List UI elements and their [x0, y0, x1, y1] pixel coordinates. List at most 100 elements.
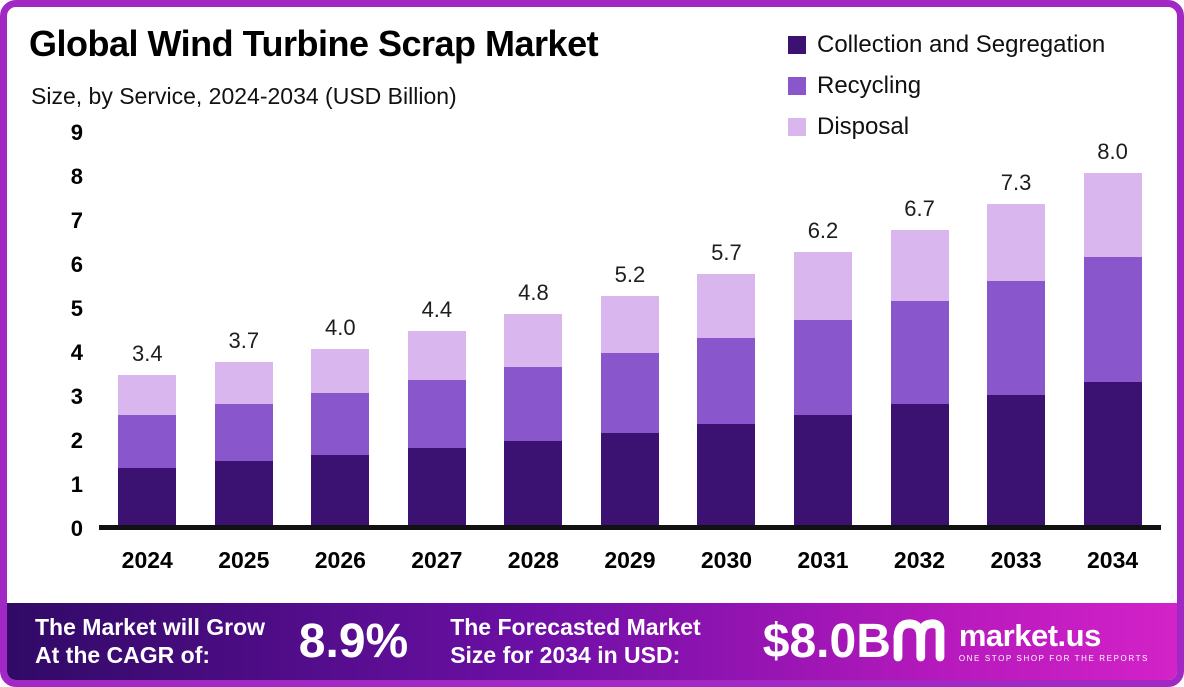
segment-recycling: [504, 366, 563, 442]
segment-disposal: [214, 362, 273, 405]
legend-label: Collection and Segregation: [817, 31, 1106, 58]
stacked-bar-chart: 0 1 2 3 4 5 6 7 8 9 3.4 3.7 4.0 4.4 4.8 5.2 5.7 6.2 6.7 7.…: [43, 120, 1165, 599]
x-label-2027: 2027: [411, 547, 463, 573]
segment-recycling: [311, 393, 370, 455]
plot-area: 3.4 3.7 4.0 4.4 4.8 5.2 5.7 6.2 6.7 7.3 8.0: [99, 129, 1161, 530]
segment-collection-and-segregation: [600, 432, 659, 525]
bar-value-label: 6.2: [807, 218, 839, 244]
segment-collection-and-segregation: [793, 415, 852, 525]
segment-recycling: [987, 280, 1046, 396]
segment-disposal: [600, 296, 659, 354]
legend-item: Disposal: [788, 113, 1105, 141]
segment-recycling: [890, 300, 949, 404]
forecast-value: $8.0B: [762, 615, 891, 668]
segment-disposal: [311, 349, 370, 394]
legend-item: Recycling: [788, 72, 1105, 100]
segment-collection-and-segregation: [697, 423, 756, 525]
bar-value-label: 4.4: [421, 297, 453, 323]
bar-value-label: 8.0: [1097, 139, 1128, 165]
legend: Collection and Segregation Recycling Dispo…: [788, 31, 1105, 141]
bar-2026: 4.0: [311, 315, 370, 525]
segment-disposal: [697, 274, 756, 339]
forecast-label: The Forecasted Market Size for 2034 in U…: [450, 614, 701, 668]
segment-collection-and-segregation: [1083, 382, 1142, 525]
segment-disposal: [793, 252, 852, 321]
segment-collection-and-segregation: [214, 461, 273, 525]
brand-tagline: ONE STOP SHOP FOR THE REPORTS: [958, 654, 1149, 663]
cagr-value: 8.9%: [298, 615, 409, 668]
x-axis: 2024 2025 2026 2027 2028 2029 2030 2031 2032 2033…: [99, 547, 1161, 574]
y-tick: 0: [70, 516, 83, 541]
brand-name: market.us: [958, 618, 1101, 653]
segment-collection-and-segregation: [987, 395, 1046, 525]
y-axis: 0 1 2 3 4 5 6 7 8 9: [43, 120, 91, 541]
segment-collection-and-segregation: [311, 454, 370, 525]
bar-value-label: 5.2: [614, 262, 646, 288]
bar-2027: 4.4: [407, 297, 466, 525]
legend-swatch-icon: [788, 118, 806, 136]
segment-collection-and-segregation: [890, 404, 949, 525]
y-tick: 6: [70, 252, 83, 277]
y-tick: 4: [70, 340, 83, 365]
chart-subtitle: Size, by Service, 2024-2034 (USD Billion…: [31, 83, 457, 109]
x-label-2034: 2034: [1086, 547, 1139, 573]
segment-collection-and-segregation: [407, 448, 466, 525]
y-tick: 7: [70, 208, 83, 233]
x-label-2033: 2033: [990, 547, 1042, 573]
segment-collection-and-segregation: [118, 467, 177, 525]
segment-disposal: [118, 375, 177, 416]
brand-wordmark: market.us ONE STOP SHOP FOR THE REPORTS: [959, 620, 1149, 663]
segment-disposal: [1083, 173, 1142, 257]
legend-swatch-icon: [788, 77, 806, 95]
bar-2024: 3.4: [118, 341, 177, 525]
segment-disposal: [407, 331, 466, 380]
cagr-label: The Market will Grow At the CAGR of:: [35, 614, 266, 668]
x-label-2028: 2028: [507, 547, 559, 573]
bar-value-label: 5.7: [711, 240, 742, 266]
segment-recycling: [793, 320, 852, 415]
segment-disposal: [987, 203, 1046, 281]
bar-2031: 6.2: [793, 218, 852, 525]
segment-disposal: [890, 230, 949, 301]
x-label-2029: 2029: [604, 547, 656, 573]
bar-value-label: 7.3: [1000, 169, 1032, 195]
legend-label: Disposal: [817, 113, 910, 140]
segment-recycling: [1083, 256, 1142, 382]
segment-disposal: [504, 313, 563, 367]
segment-recycling: [697, 338, 756, 424]
bar-2034: 8.0: [1083, 139, 1142, 525]
y-tick: 5: [70, 296, 83, 321]
bar-value-label: 6.7: [904, 196, 935, 222]
bar-value-label: 3.4: [131, 341, 163, 367]
footer-banner: The Market will Grow At the CAGR of: 8.9…: [7, 603, 1177, 680]
bar-2032: 6.7: [890, 196, 949, 525]
bar-value-label: 3.7: [228, 328, 260, 354]
segment-recycling: [407, 379, 466, 448]
x-label-2032: 2032: [893, 547, 946, 573]
x-label-2024: 2024: [121, 547, 173, 573]
segment-collection-and-segregation: [504, 441, 563, 525]
y-tick: 2: [70, 428, 83, 453]
x-label-2026: 2026: [314, 547, 366, 573]
legend-label: Recycling: [817, 72, 922, 99]
y-tick: 9: [70, 120, 83, 145]
segment-recycling: [214, 404, 273, 462]
bar-2028: 4.8: [504, 279, 563, 525]
bar-value-label: 4.8: [518, 279, 549, 305]
brand-logo: market.us ONE STOP SHOP FOR THE REPORTS: [891, 616, 1149, 668]
y-tick: 8: [70, 164, 83, 189]
market-us-icon: [891, 616, 947, 668]
segment-recycling: [118, 415, 177, 468]
bar-value-label: 4.0: [325, 315, 356, 341]
page-title: Global Wind Turbine Scrap Market: [29, 23, 599, 64]
segment-recycling: [600, 353, 659, 433]
x-label-2031: 2031: [797, 547, 849, 573]
bar-2029: 5.2: [600, 262, 659, 525]
bar-2025: 3.7: [214, 328, 273, 525]
legend-item: Collection and Segregation: [788, 31, 1105, 59]
legend-swatch-icon: [788, 36, 806, 54]
x-label-2030: 2030: [700, 547, 753, 573]
x-label-2025: 2025: [218, 547, 270, 573]
y-tick: 1: [70, 472, 83, 497]
